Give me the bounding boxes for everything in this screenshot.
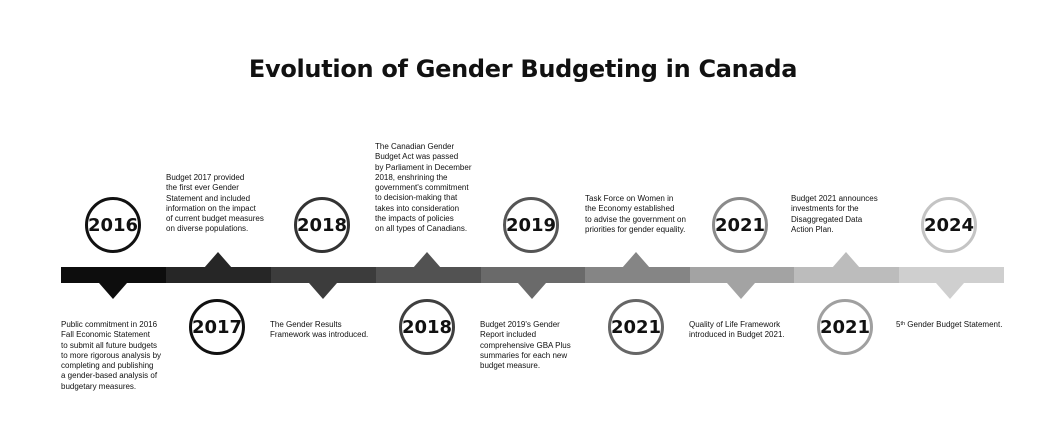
year-circle-2018-a: 2018 <box>294 197 350 253</box>
desc-line: of current budget measures <box>166 214 264 224</box>
desc-line: budgetary measures. <box>61 381 137 391</box>
year-circle-2024: 2024 <box>921 197 977 253</box>
desc-line: Statement and included <box>166 193 251 203</box>
desc-line: the Economy established <box>585 204 675 214</box>
event-description-2021-a: Task Force on Women in the Economy estab… <box>585 194 686 235</box>
timeline-bar <box>61 267 1004 283</box>
desc-line: to advise the government on <box>585 214 686 224</box>
pointer-up-2017 <box>204 252 232 268</box>
desc-line: summaries for each new <box>480 350 568 360</box>
event-description-2019: Budget 2019's Gender Report included com… <box>480 320 571 371</box>
desc-line: the first ever Gender <box>166 183 239 193</box>
desc-line: Budget 2019's Gender <box>480 320 560 329</box>
desc-line: priorities for gender equality. <box>585 224 686 234</box>
timeline-segment-6 <box>585 267 690 283</box>
desc-line: completing and publishing <box>61 361 154 371</box>
desc-line: The Canadian Gender <box>375 142 455 151</box>
desc-line: introduced in Budget 2021. <box>689 330 785 340</box>
desc-line: Disaggregated Data <box>791 214 863 224</box>
desc-line: 5th Gender Budget Statement. <box>896 320 1002 330</box>
desc-line: Action Plan. <box>791 224 834 234</box>
desc-line: Task Force on Women in <box>585 194 674 203</box>
pointer-down-2016 <box>99 283 127 299</box>
desc-line: 2018, enshrining the <box>375 172 448 182</box>
timeline-segment-7 <box>690 267 794 283</box>
desc-line: Fall Economic Statement <box>61 330 150 340</box>
event-description-2021-c: Budget 2021 announces investments for th… <box>791 194 878 235</box>
desc-line: Budget 2017 provided <box>166 173 245 182</box>
desc-line: on diverse populations. <box>166 224 249 234</box>
pointer-up-2021-c <box>832 252 860 268</box>
desc-line: the impacts of policies <box>375 214 454 224</box>
desc-line: Framework was introduced. <box>270 330 369 340</box>
desc-line: to submit all future budgets <box>61 340 158 350</box>
year-circle-2021-a: 2021 <box>608 299 664 355</box>
timeline-segment-8 <box>794 267 899 283</box>
timeline-segment-2 <box>166 267 271 283</box>
desc-line: Quality of Life Framework <box>689 320 781 329</box>
event-description-2018-b: The Canadian Gender Budget Act was passe… <box>375 142 471 235</box>
year-circle-2018-b: 2018 <box>399 299 455 355</box>
desc-line: information on the impact <box>166 203 256 213</box>
pointer-down-2019 <box>518 283 546 299</box>
desc-line: to decision-making that <box>375 193 458 203</box>
desc-line: a gender-based analysis of <box>61 371 158 381</box>
pointer-up-2018 <box>413 252 441 268</box>
pointer-up-2021-a <box>622 252 650 268</box>
desc-line: government's commitment <box>375 183 469 193</box>
desc-line: Public commitment in 2016 <box>61 320 158 329</box>
ordinal-number: 5 <box>896 320 901 329</box>
desc-line: The Gender Results <box>270 320 342 329</box>
desc-line: takes into consideration <box>375 203 460 213</box>
timeline-segment-5 <box>481 267 585 283</box>
year-circle-2019: 2019 <box>503 197 559 253</box>
desc-line: comprehensive GBA Plus <box>480 340 571 350</box>
event-description-2021-b: Quality of Life Framework introduced in … <box>689 320 785 341</box>
timeline-segment-4 <box>376 267 481 283</box>
desc-line: Report included <box>480 330 537 340</box>
timeline-segment-9 <box>899 267 1004 283</box>
pointer-down-2021-b <box>727 283 755 299</box>
timeline-segment-1 <box>61 267 166 283</box>
desc-line: to more rigorous analysis by <box>61 350 162 360</box>
event-description-2017: Budget 2017 provided the first ever Gend… <box>166 173 264 235</box>
event-description-2016: Public commitment in 2016 Fall Economic … <box>61 320 161 392</box>
page-title: Evolution of Gender Budgeting in Canada <box>248 55 798 83</box>
desc-line: on all types of Canadians. <box>375 224 468 234</box>
year-circle-2017: 2017 <box>189 299 245 355</box>
event-description-2024: 5th Gender Budget Statement. <box>896 320 1002 330</box>
year-circle-2016: 2016 <box>85 197 141 253</box>
year-circle-2021-c: 2021 <box>817 299 873 355</box>
pointer-down-2024 <box>936 283 964 299</box>
desc-line: Budget Act was passed <box>375 152 459 162</box>
pointer-down-2018 <box>309 283 337 299</box>
desc-line: by Parliament in December <box>375 162 472 172</box>
event-description-2018-a: The Gender Results Framework was introdu… <box>270 320 368 341</box>
timeline-segment-3 <box>271 267 376 283</box>
ordinal-suffix: th <box>900 321 906 327</box>
year-circle-2021-b: 2021 <box>712 197 768 253</box>
desc-line: budget measure. <box>480 361 541 371</box>
desc-line: Budget 2021 announces <box>791 194 878 203</box>
desc-line: investments for the <box>791 204 859 214</box>
desc-text: Gender Budget Statement. <box>905 320 1003 329</box>
